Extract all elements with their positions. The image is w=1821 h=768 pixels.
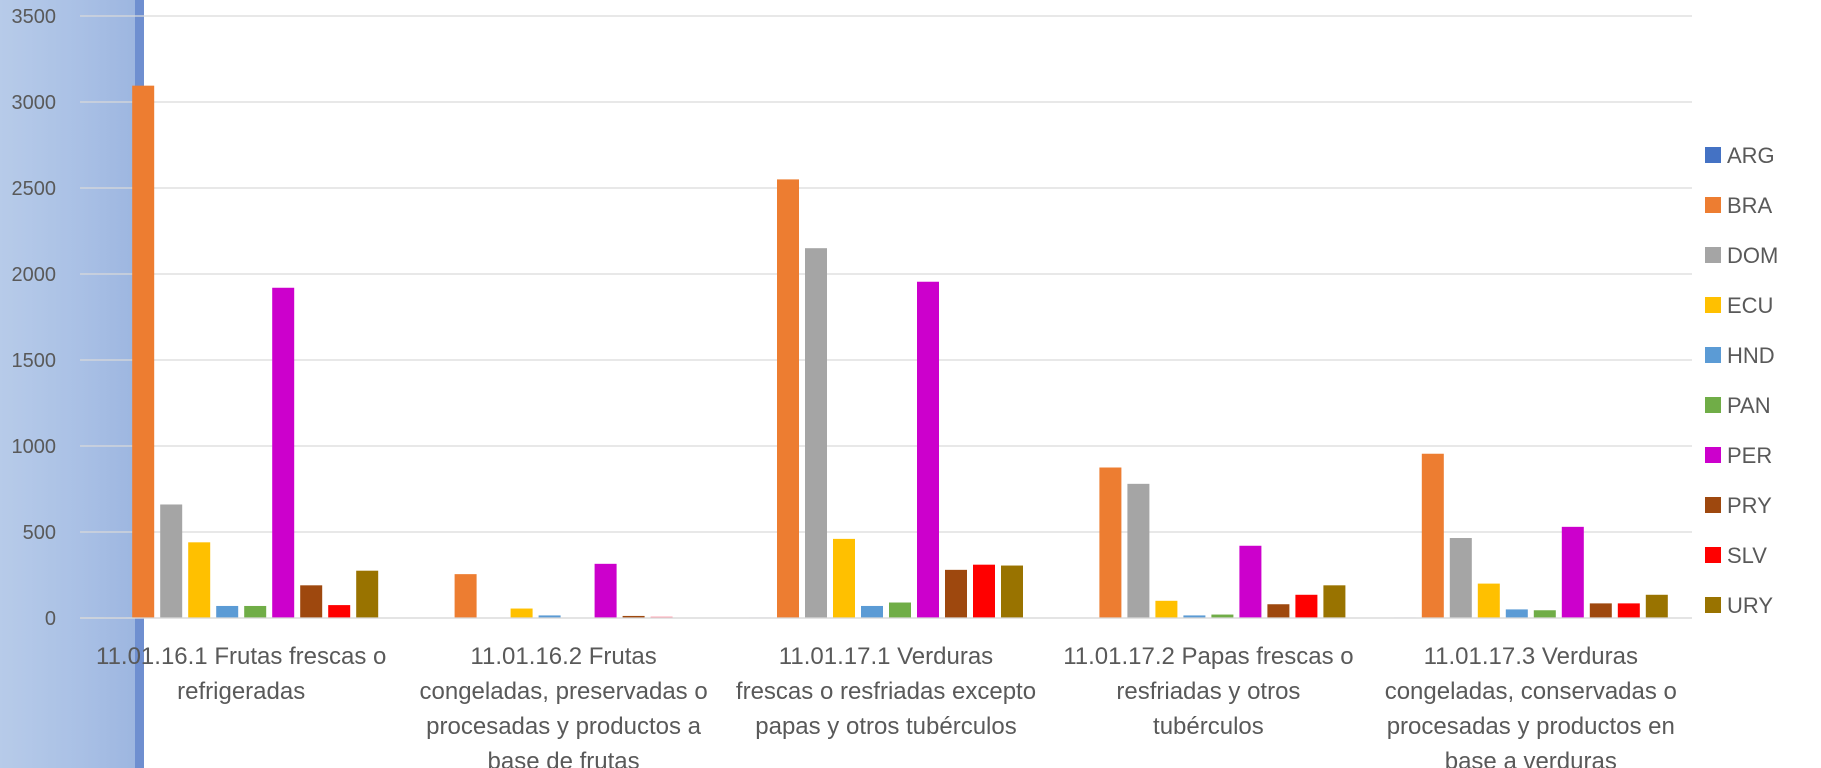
bar-pry-2 bbox=[622, 615, 645, 618]
x-category-label: 11.01.17.2 Papas frescas o resfriadas y o… bbox=[1063, 643, 1353, 740]
bar-pry-3 bbox=[945, 569, 967, 618]
bar-per-2 bbox=[594, 563, 617, 618]
legend-label-bra: BRA bbox=[1727, 193, 1773, 218]
x-category-label: 11.01.16.1 Frutas frescas o refrigeradas bbox=[96, 643, 386, 705]
legend-swatch-bra bbox=[1705, 197, 1721, 213]
bar-per-1 bbox=[272, 287, 295, 618]
x-category-label-line: 11.01.17.2 Papas frescas o bbox=[1063, 643, 1353, 670]
x-category-label: 11.01.17.1 Verduras frescas o resfriadas … bbox=[736, 643, 1036, 740]
bar-bra-2 bbox=[454, 574, 477, 618]
x-category-label-line: base de frutas bbox=[488, 748, 640, 768]
y-tick-label: 3000 bbox=[12, 92, 57, 114]
x-category-label-line: resfriadas y otros bbox=[1116, 678, 1300, 705]
x-axis: 11.01.16.1 Frutas frescas o refrigeradas1… bbox=[80, 617, 1692, 768]
bar-dom-3 bbox=[805, 248, 827, 618]
x-category-label-line: 11.01.17.3 Verduras bbox=[1424, 643, 1638, 670]
bar-ecu-4 bbox=[1155, 600, 1178, 618]
x-category-label: 11.01.16.2 Frutas congeladas, preservadas… bbox=[420, 643, 708, 768]
y-tick-label: 0 bbox=[45, 608, 56, 630]
bar-extra-2 bbox=[650, 616, 673, 618]
bar-ecu-3 bbox=[833, 538, 855, 618]
legend: ARG BRA DOM ECU HND PAN PER PRY SLV URY bbox=[1705, 143, 1778, 618]
bar-dom-4 bbox=[1127, 483, 1150, 618]
bar-ecu-2 bbox=[510, 608, 533, 618]
x-category-label-line: papas y otros tubérculos bbox=[755, 713, 1016, 740]
bar-ury-5 bbox=[1645, 594, 1668, 618]
legend-swatch-arg bbox=[1705, 147, 1721, 163]
bar-hnd-2 bbox=[538, 615, 561, 618]
legend-swatch-pry bbox=[1705, 497, 1721, 513]
legend-label-dom: DOM bbox=[1727, 243, 1778, 268]
legend-label-per: PER bbox=[1727, 443, 1772, 468]
y-tick-label: 500 bbox=[23, 522, 56, 544]
legend-label-pan: PAN bbox=[1727, 393, 1771, 418]
bar-hnd-3 bbox=[861, 605, 883, 618]
x-category-label-line: tubérculos bbox=[1153, 713, 1264, 740]
y-tick-label: 1500 bbox=[12, 350, 57, 372]
bar-per-3 bbox=[917, 281, 939, 618]
y-tick-label: 1000 bbox=[12, 436, 57, 458]
x-category-label-line: base a verduras bbox=[1445, 748, 1617, 768]
bar-pry-1 bbox=[300, 585, 323, 618]
x-category-label-line: frescas o resfriadas excepto bbox=[736, 678, 1036, 705]
x-category-label-line: 11.01.16.1 Frutas frescas o bbox=[96, 643, 386, 670]
legend-swatch-ecu bbox=[1705, 297, 1721, 313]
gridlines bbox=[80, 15, 1692, 619]
bar-pry-4 bbox=[1267, 604, 1290, 618]
y-tick-label: 2500 bbox=[12, 178, 57, 200]
bar-dom-1 bbox=[160, 504, 183, 618]
bar-per-4 bbox=[1239, 545, 1262, 618]
bars bbox=[104, 85, 1668, 619]
x-category-label-line: procesadas y productos en bbox=[1387, 713, 1675, 740]
x-category-label-line: 11.01.17.1 Verduras bbox=[779, 643, 993, 670]
bar-bra-5 bbox=[1421, 453, 1444, 618]
left-panel-decoration bbox=[0, 0, 135, 768]
bar-slv-3 bbox=[973, 564, 995, 618]
x-category-label-line: procesadas y productos a bbox=[426, 713, 701, 740]
legend-swatch-ury bbox=[1705, 597, 1721, 613]
x-category-label-line: 11.01.16.2 Frutas bbox=[470, 643, 656, 670]
bar-ecu-5 bbox=[1477, 583, 1500, 618]
legend-label-ury: URY bbox=[1727, 593, 1773, 618]
y-tick-label: 2000 bbox=[12, 264, 57, 286]
bar-hnd-5 bbox=[1505, 609, 1528, 618]
bar-pan-4 bbox=[1211, 614, 1234, 618]
bar-pan-3 bbox=[889, 602, 911, 618]
x-category-label: 11.01.17.3 Verduras congeladas, conservad… bbox=[1385, 643, 1677, 768]
bar-bra-1 bbox=[132, 85, 155, 618]
legend-swatch-hnd bbox=[1705, 347, 1721, 363]
y-axis: 0 500 1000 1500 2000 2500 3000 3500 bbox=[12, 6, 57, 630]
bar-ecu-1 bbox=[188, 542, 211, 618]
bar-per-5 bbox=[1561, 526, 1584, 618]
bar-slv-1 bbox=[328, 605, 351, 618]
bar-dom-5 bbox=[1449, 538, 1472, 618]
bar-hnd-4 bbox=[1183, 615, 1206, 618]
legend-label-slv: SLV bbox=[1727, 543, 1767, 568]
x-category-label-line: refrigeradas bbox=[177, 678, 305, 705]
bar-ury-1 bbox=[356, 570, 379, 618]
legend-label-pry: PRY bbox=[1727, 493, 1772, 518]
bar-ury-4 bbox=[1323, 585, 1346, 618]
legend-swatch-slv bbox=[1705, 547, 1721, 563]
bar-bra-4 bbox=[1099, 467, 1122, 618]
legend-swatch-pan bbox=[1705, 397, 1721, 413]
legend-label-ecu: ECU bbox=[1727, 293, 1773, 318]
x-category-label-line: congeladas, preservadas o bbox=[420, 678, 708, 705]
legend-label-arg: ARG bbox=[1727, 143, 1775, 168]
y-tick-label: 3500 bbox=[12, 6, 57, 28]
legend-swatch-dom bbox=[1705, 247, 1721, 263]
bar-bra-3 bbox=[777, 179, 799, 618]
bar-pan-1 bbox=[244, 605, 267, 618]
bar-pan-5 bbox=[1533, 610, 1556, 618]
legend-label-hnd: HND bbox=[1727, 343, 1775, 368]
legend-swatch-per bbox=[1705, 447, 1721, 463]
bar-slv-5 bbox=[1617, 603, 1640, 618]
bar-hnd-1 bbox=[216, 605, 239, 618]
x-category-label-line: congeladas, conservadas o bbox=[1385, 678, 1677, 705]
bar-ury-3 bbox=[1001, 565, 1023, 618]
bar-slv-4 bbox=[1295, 594, 1318, 618]
bar-pry-5 bbox=[1589, 603, 1612, 618]
